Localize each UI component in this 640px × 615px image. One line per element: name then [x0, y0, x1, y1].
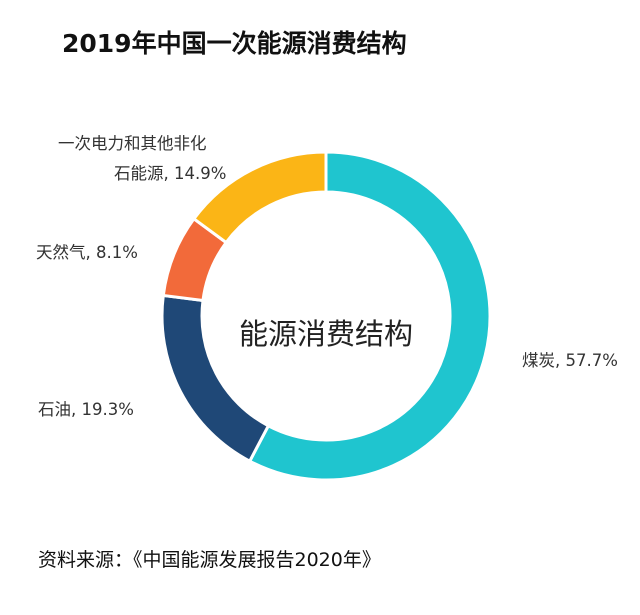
donut-slices [160, 150, 492, 482]
slice-label-other-line1: 一次电力和其他非化 [58, 134, 207, 153]
slice-label-gas: 天然气, 8.1% [36, 243, 138, 262]
center-label: 能源消费结构 [239, 317, 413, 351]
source-note: 资料来源：《中国能源发展报告2020年》 [38, 549, 381, 571]
slice-label-other-line2: 石能源, 14.9% [114, 164, 226, 183]
slice-label-oil: 石油, 19.3% [38, 400, 134, 419]
slice-coal [247, 150, 492, 482]
slice-label-coal: 煤炭, 57.7% [522, 351, 618, 370]
slice-other [191, 150, 328, 245]
chart-title: 2019年中国一次能源消费结构 [62, 29, 407, 58]
